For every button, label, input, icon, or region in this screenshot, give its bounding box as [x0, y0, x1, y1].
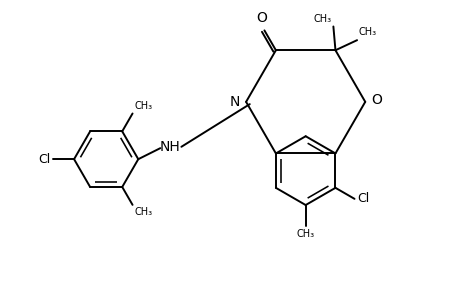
- Text: N: N: [229, 95, 239, 109]
- Text: CH₃: CH₃: [358, 27, 376, 38]
- Text: CH₃: CH₃: [313, 14, 331, 24]
- Text: O: O: [371, 94, 382, 107]
- Text: CH₃: CH₃: [134, 101, 152, 111]
- Text: Cl: Cl: [357, 192, 369, 205]
- Text: CH₃: CH₃: [296, 229, 314, 239]
- Text: CH₃: CH₃: [134, 207, 152, 217]
- Text: NH: NH: [160, 140, 180, 154]
- Text: Cl: Cl: [39, 153, 50, 166]
- Text: O: O: [256, 11, 267, 25]
